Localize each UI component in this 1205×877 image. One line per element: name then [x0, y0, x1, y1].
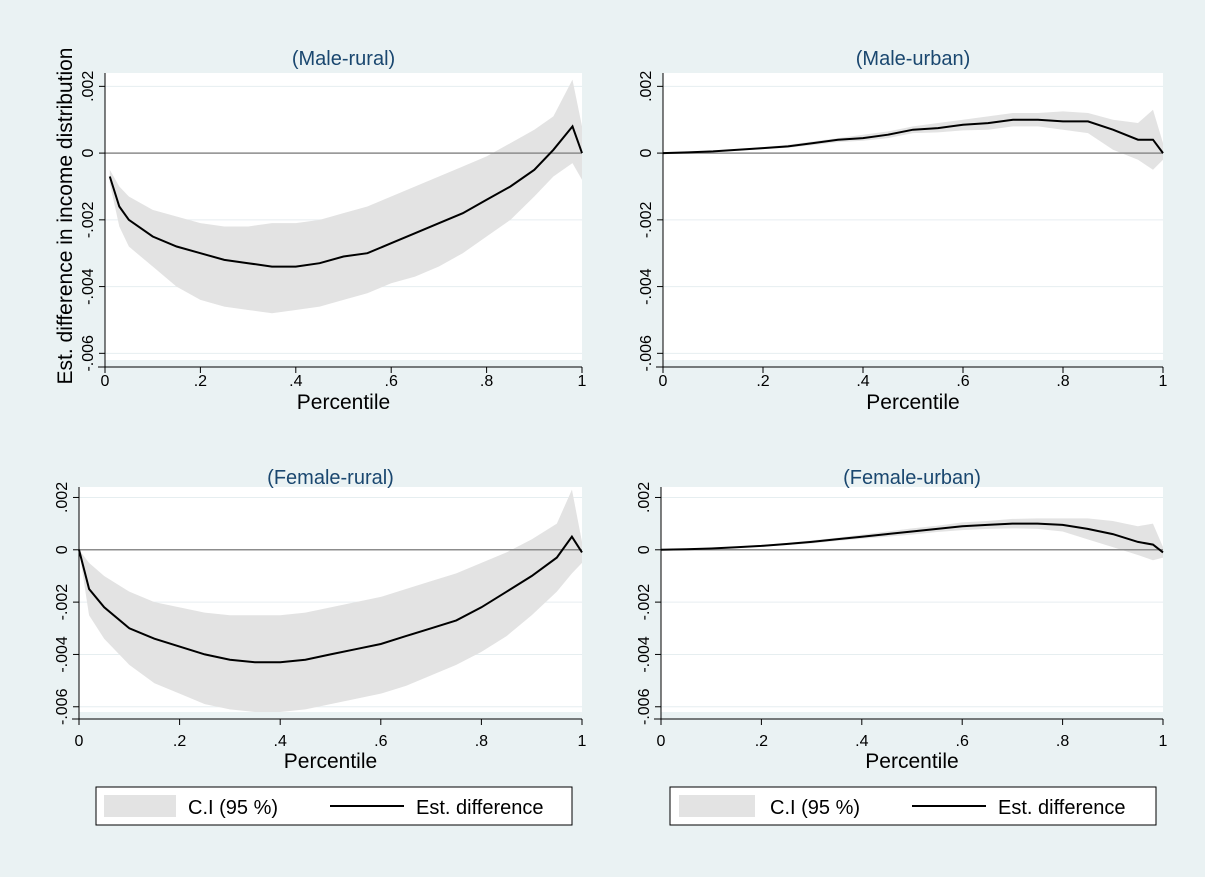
x-tick-label: .2 — [756, 373, 769, 390]
legend-right-ci-label: C.I (95 %) — [770, 797, 860, 819]
x-tick-label: .8 — [480, 373, 493, 390]
x-tick-label: 1 — [1159, 733, 1168, 750]
y-tick-label: -.006 — [80, 335, 97, 372]
shared-y-axis-label: Est. difference in income distribution — [54, 48, 77, 385]
legend-right: C.I (95 %) Est. difference — [669, 786, 1157, 826]
x-axis-label: Percentile — [297, 391, 390, 414]
x-tick-label: .4 — [274, 733, 287, 750]
est-difference-line — [78, 534, 583, 664]
x-tick-label: 1 — [578, 373, 587, 390]
x-tick-label: .4 — [855, 733, 868, 750]
y-tick-label: -.002 — [636, 584, 653, 621]
x-tick-label: 1 — [1159, 373, 1168, 390]
y-tick-label: -.002 — [638, 202, 655, 239]
ci-band — [661, 518, 1163, 561]
legend-left-ci-swatch — [104, 795, 176, 817]
y-tick-label: -.004 — [80, 268, 97, 305]
x-tick-label: .8 — [475, 733, 488, 750]
x-tick-label: .2 — [755, 733, 768, 750]
x-tick-label: 0 — [657, 733, 666, 750]
x-tick-label: .6 — [956, 733, 969, 750]
legend-right-ci-swatch — [679, 795, 755, 817]
y-tick-label: -.004 — [636, 636, 653, 673]
x-tick-label: 0 — [75, 733, 84, 750]
est-difference-line — [660, 522, 1164, 554]
panel-title: (Male-urban) — [856, 48, 970, 70]
x-tick-label: 1 — [578, 733, 587, 750]
y-tick-label: 0 — [80, 149, 97, 158]
x-tick-label: .2 — [173, 733, 186, 750]
x-tick-label: .8 — [1056, 373, 1069, 390]
y-tick-label: -.004 — [638, 268, 655, 305]
x-tick-label: .2 — [194, 373, 207, 390]
y-tick-label: .002 — [636, 482, 653, 513]
y-tick-label: -.006 — [638, 335, 655, 372]
y-tick-label: .002 — [638, 71, 655, 102]
legend-left: C.I (95 %) Est. difference — [95, 786, 573, 826]
y-tick-label: .002 — [54, 482, 71, 513]
x-tick-label: .6 — [385, 373, 398, 390]
panel-title: (Female-urban) — [843, 467, 981, 489]
legend-left-line-label: Est. difference — [416, 797, 543, 819]
y-tick-label: -.002 — [54, 584, 71, 621]
panel-title: (Female-rural) — [267, 467, 394, 489]
y-tick-label: -.002 — [80, 202, 97, 239]
ci-band — [79, 489, 582, 712]
panel-1: -.006 -.004 -.002 0 .002 0 .2 .4 .6 .8 1 (Male-rura… — [80, 48, 587, 414]
x-tick-label: .6 — [374, 733, 387, 750]
y-tick-label: -.004 — [54, 636, 71, 673]
y-tick-label: -.006 — [54, 688, 71, 725]
x-axis-label: Percentile — [865, 750, 958, 773]
x-axis-label: Percentile — [284, 750, 377, 773]
panel-2: -.006 -.004 -.002 0 .002 0 .2 .4 .6 .8 1 (Male-urba… — [638, 48, 1168, 414]
x-tick-label: 0 — [659, 373, 668, 390]
y-tick-label: 0 — [54, 545, 71, 554]
est-difference-line — [662, 118, 1164, 155]
legend-left-ci-label: C.I (95 %) — [188, 797, 278, 819]
panels: -.006 -.004 -.002 0 .002 0 .2 .4 .6 .8 1 (Male-rura… — [54, 48, 1168, 773]
ci-band — [663, 109, 1163, 170]
panel-3: -.006 -.004 -.002 0 .002 0 .2 .4 .6 .8 1 (Female-ru… — [54, 467, 587, 773]
x-tick-label: .6 — [956, 373, 969, 390]
ci-band — [109, 79, 583, 314]
y-tick-label: .002 — [80, 71, 97, 102]
x-tick-label: .8 — [1056, 733, 1069, 750]
panel-4: -.006 -.004 -.002 0 .002 0 .2 .4 .6 .8 1 (Female-ur… — [636, 467, 1168, 773]
est-difference-line — [108, 124, 583, 268]
legend-right-line-label: Est. difference — [998, 797, 1125, 819]
y-tick-label: 0 — [636, 545, 653, 554]
x-tick-label: 0 — [101, 373, 110, 390]
x-axis-label: Percentile — [866, 391, 959, 414]
x-tick-label: .4 — [856, 373, 869, 390]
y-tick-label: 0 — [638, 149, 655, 158]
panel-title: (Male-rural) — [292, 48, 395, 70]
y-tick-label: -.006 — [636, 688, 653, 725]
x-tick-label: .4 — [289, 373, 302, 390]
